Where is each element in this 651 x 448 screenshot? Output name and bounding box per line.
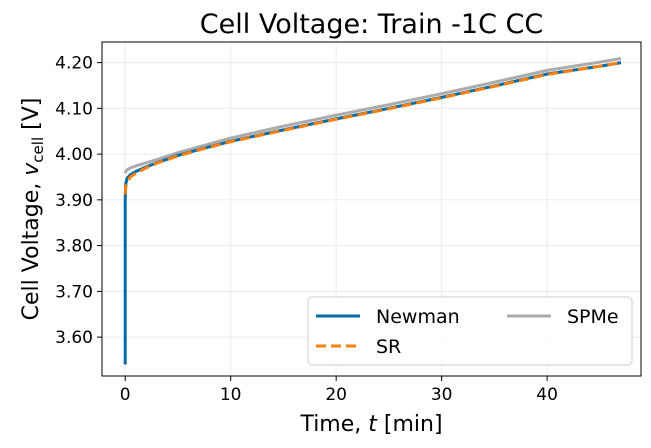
series-line-spme bbox=[123, 56, 622, 174]
y-axis-label-sub: cell bbox=[29, 137, 47, 163]
chart-title: Cell Voltage: Train -1C CC bbox=[200, 9, 543, 40]
legend-label-newman: Newman bbox=[376, 306, 460, 328]
x-axis-ticks: 0 10 20 30 40 bbox=[120, 376, 558, 405]
y-tick-label: 4.00 bbox=[55, 145, 93, 165]
y-tick-label: 3.60 bbox=[55, 328, 93, 348]
x-tick-label: 40 bbox=[536, 385, 558, 405]
y-tick-label: 4.20 bbox=[55, 54, 93, 74]
x-tick-label: 0 bbox=[120, 385, 131, 405]
x-tick-label: 20 bbox=[325, 385, 347, 405]
x-axis-label-var: t bbox=[368, 412, 378, 437]
legend-label-sr: SR bbox=[376, 336, 401, 358]
series-line-sr bbox=[123, 61, 622, 195]
legend: Newman SR SPMe bbox=[307, 296, 633, 366]
x-axis-label: Time, t [min] bbox=[299, 412, 442, 437]
series-layer bbox=[123, 56, 622, 365]
x-axis-label-prefix: Time, bbox=[299, 412, 368, 437]
plot-frame bbox=[101, 41, 642, 377]
y-axis-label-suffix: [V] bbox=[19, 98, 44, 137]
x-axis-label-suffix: [min] bbox=[377, 412, 443, 437]
y-tick-label: 4.10 bbox=[55, 99, 93, 119]
y-axis-label: Cell Voltage, vcell [V] bbox=[19, 98, 47, 321]
y-axis-label-prefix: Cell Voltage, bbox=[19, 176, 44, 321]
y-tick-label: 3.80 bbox=[55, 237, 93, 257]
legend-box bbox=[307, 296, 633, 366]
x-tick-label: 30 bbox=[431, 385, 453, 405]
x-tick-label: 10 bbox=[220, 385, 242, 405]
y-axis-ticks: 3.60 3.70 3.80 3.90 4.00 4.10 4.20 bbox=[55, 54, 102, 348]
legend-label-spme: SPMe bbox=[567, 306, 619, 328]
y-tick-label: 3.70 bbox=[55, 282, 93, 302]
y-axis-label-var: v bbox=[19, 162, 44, 176]
y-tick-label: 3.90 bbox=[55, 191, 93, 211]
